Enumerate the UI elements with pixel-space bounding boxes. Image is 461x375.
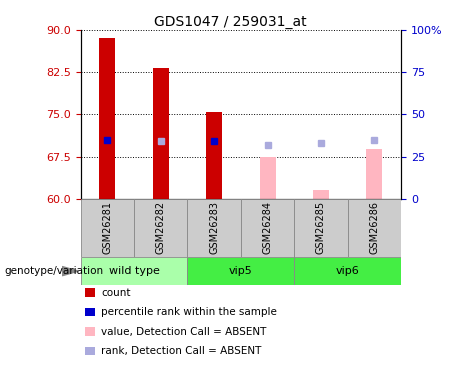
Bar [313,190,329,199]
Text: GDS1047 / 259031_at: GDS1047 / 259031_at [154,15,307,29]
Bar [188,199,241,257]
Text: rank, Detection Call = ABSENT: rank, Detection Call = ABSENT [101,346,261,356]
Bar [348,199,401,257]
Text: GSM26284: GSM26284 [263,201,272,254]
Bar [153,68,169,199]
Bar [260,157,276,199]
Text: vip5: vip5 [229,266,253,276]
Text: value, Detection Call = ABSENT: value, Detection Call = ABSENT [101,327,266,336]
Bar [81,199,134,257]
Text: vip6: vip6 [336,266,360,276]
Bar [153,68,169,199]
Bar [366,149,382,199]
Text: GSM26281: GSM26281 [102,201,112,254]
Bar [100,39,115,199]
Bar [206,112,222,199]
Bar [188,257,294,285]
Text: GSM26282: GSM26282 [156,201,166,254]
Bar [134,199,188,257]
Text: GSM26285: GSM26285 [316,201,326,254]
Bar [81,257,188,285]
Text: count: count [101,288,130,297]
Text: wild type: wild type [109,266,160,276]
Text: GSM26283: GSM26283 [209,201,219,254]
Bar [241,199,294,257]
Text: GSM26286: GSM26286 [369,201,379,254]
Text: percentile rank within the sample: percentile rank within the sample [101,307,277,317]
Bar [294,257,401,285]
Bar [206,112,222,199]
Polygon shape [62,267,78,276]
Bar [294,199,348,257]
Text: genotype/variation: genotype/variation [5,266,104,276]
